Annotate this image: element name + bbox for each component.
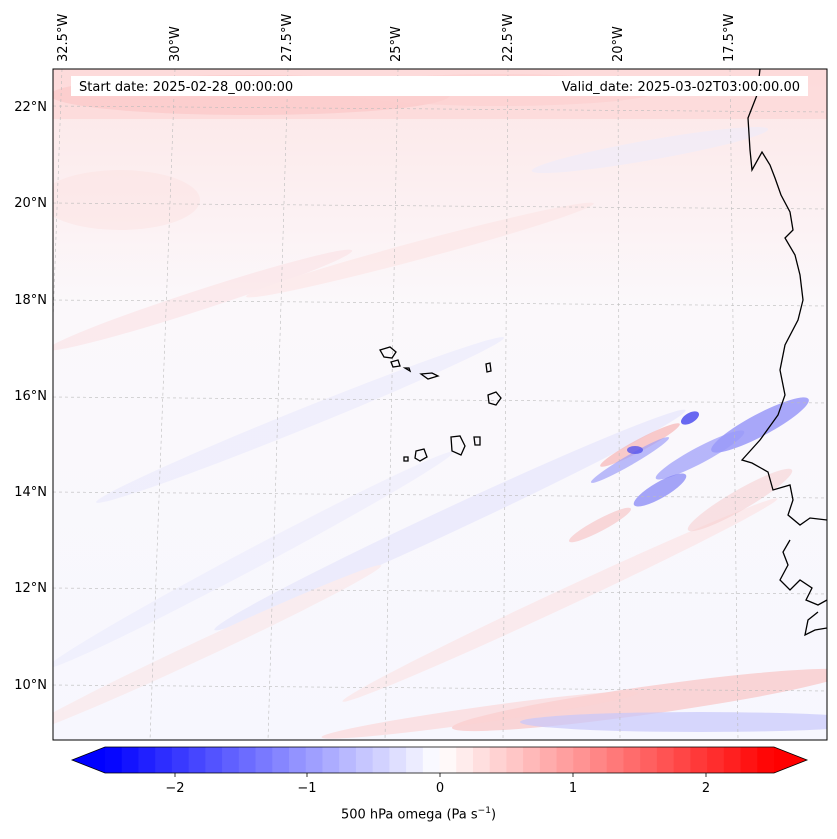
coastline (379, 69, 827, 637)
colorbar-segment (623, 747, 641, 773)
valid-date-text: Valid_date: 2025-03-02T03:00:00.00 (562, 80, 800, 95)
colorbar-segment (606, 747, 624, 773)
omega-field (53, 69, 827, 740)
colorbar-segment (757, 747, 775, 773)
colorbar-segment (673, 747, 691, 773)
lat-label: 20°N (14, 196, 47, 211)
colorbar-segment (489, 747, 507, 773)
colorbar-max-extension (774, 747, 807, 773)
colorbar-outline (70, 746, 809, 774)
colorbar-tick-label: 1 (569, 781, 577, 796)
lon-label: 27.5°W (280, 14, 295, 62)
colorbar-segment (406, 747, 424, 773)
lat-label: 12°N (14, 581, 47, 596)
colorbar-segment (138, 747, 156, 773)
lon-label: 22.5°W (501, 14, 516, 62)
lon-label: 17.5°W (722, 14, 737, 62)
colorbar-segment (456, 747, 474, 773)
colorbar-segment (222, 747, 240, 773)
lat-label: 16°N (14, 389, 47, 404)
lat-label: 22°N (14, 100, 47, 115)
lat-label: 10°N (14, 678, 47, 693)
colorbar-segment (640, 747, 658, 773)
colorbar-segment (339, 747, 357, 773)
colorbar-segment (573, 747, 591, 773)
lon-label: 30°W (168, 26, 183, 62)
colorbar-tick-label: −2 (165, 781, 184, 796)
colorbar-segment (439, 747, 457, 773)
colorbar-segment (305, 747, 323, 773)
colorbar: −2 −1 0 1 2 (70, 746, 809, 796)
lon-label: 25°W (389, 26, 404, 62)
colorbar-segment (238, 747, 257, 773)
start-date-text: Start date: 2025-02-28_00:00:00 (79, 80, 293, 95)
colorbar-min-extension (72, 747, 105, 773)
map-frame (52, 68, 828, 741)
latitude-labels: 22°N 20°N 18°N 16°N 14°N 12°N 10°N (14, 100, 47, 693)
colorbar-segment (707, 747, 725, 773)
longitude-labels: 32.5°W 30°W 27.5°W 25°W 22.5°W 20°W 17.5… (56, 14, 737, 62)
colorbar-segment (288, 747, 307, 773)
colorbar-segment (121, 747, 139, 773)
colorbar-segment (389, 747, 407, 773)
colorbar-ticks (174, 773, 707, 777)
colorbar-segment (422, 747, 441, 773)
colorbar-segment (105, 747, 123, 773)
colorbar-segment (205, 747, 223, 773)
colorbar-segment (539, 747, 558, 773)
date-info-box (71, 76, 808, 96)
colorbar-segment (355, 747, 374, 773)
lon-label: 20°W (611, 26, 626, 62)
colorbar-segment (590, 747, 608, 773)
colorbar-segment (255, 747, 273, 773)
colorbar-tick-label: 2 (702, 781, 710, 796)
colorbar-segment (556, 747, 574, 773)
lat-label: 14°N (14, 485, 47, 500)
colorbar-segments (105, 747, 775, 773)
colorbar-segment (322, 747, 340, 773)
colorbar-tick-label: −1 (297, 781, 316, 796)
colorbar-segment (188, 747, 206, 773)
colorbar-tick-label: 0 (436, 781, 444, 796)
colorbar-segment (171, 747, 190, 773)
colorbar-segment (506, 747, 524, 773)
colorbar-segment (472, 747, 491, 773)
graticule (53, 69, 827, 740)
lon-label: 32.5°W (56, 14, 71, 62)
lat-label: 18°N (14, 293, 47, 308)
colorbar-segment (372, 747, 390, 773)
colorbar-segment (272, 747, 290, 773)
colorbar-label: 500 hPa omega (Pa s−1) (340, 806, 497, 823)
colorbar-segment (740, 747, 758, 773)
colorbar-segment (155, 747, 173, 773)
colorbar-segment (523, 747, 541, 773)
colorbar-segment (690, 747, 708, 773)
colorbar-segment (656, 747, 675, 773)
colorbar-segment (723, 747, 742, 773)
